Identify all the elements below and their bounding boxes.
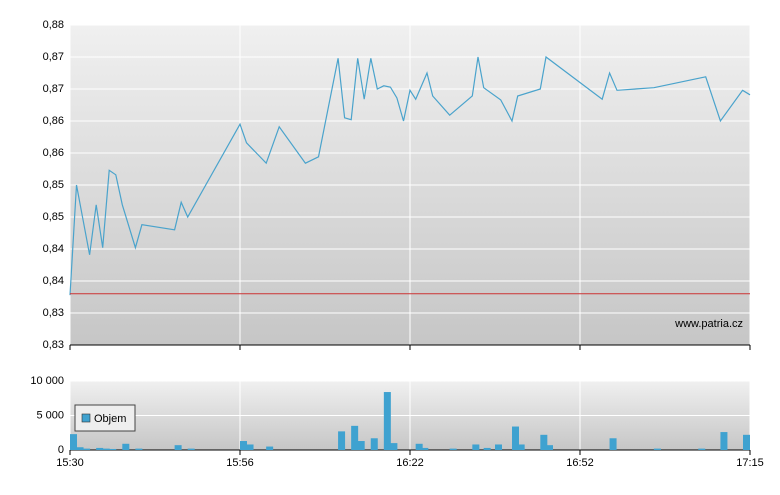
volume-bar — [351, 425, 359, 450]
y-tick-label: 5 000 — [36, 409, 64, 421]
volume-bar — [415, 443, 423, 450]
volume-bar — [698, 448, 706, 450]
volume-bar — [240, 441, 247, 450]
volume-bar — [743, 434, 750, 450]
volume-bar — [122, 443, 130, 450]
volume-bar — [370, 438, 378, 450]
volume-bar — [540, 434, 548, 450]
volume-bar — [135, 448, 143, 450]
volume-bar — [109, 448, 117, 450]
volume-bar — [266, 446, 274, 450]
volume-bar — [70, 434, 77, 450]
volume-bar — [246, 444, 254, 450]
y-tick-label: 0,83 — [43, 339, 64, 351]
volume-bar — [83, 448, 91, 450]
volume-bar — [483, 447, 491, 450]
volume-bar — [383, 392, 391, 450]
y-tick-label: 0,86 — [43, 147, 64, 159]
volume-bar — [76, 447, 84, 450]
legend-swatch — [81, 413, 91, 423]
volume-bar — [187, 448, 195, 450]
price-line — [69, 55, 751, 296]
volume-bar — [338, 431, 346, 450]
volume-bar — [720, 432, 728, 450]
x-tick-label: 15:56 — [226, 457, 254, 469]
volume-bar — [512, 426, 519, 450]
volume-bar — [495, 444, 502, 450]
volume-bar — [517, 444, 525, 450]
x-tick-label: 16:52 — [566, 457, 594, 469]
volume-bar — [421, 447, 429, 450]
y-tick-label: 0,86 — [43, 115, 64, 127]
x-tick-label: 16:22 — [396, 457, 424, 469]
y-tick-label: 0,84 — [43, 275, 64, 287]
x-tick-label: 17:15 — [736, 457, 764, 469]
volume-bar — [546, 445, 553, 450]
volume-bar — [653, 448, 661, 450]
y-tick-label: 0,83 — [43, 307, 64, 319]
volume-bar — [357, 441, 365, 450]
y-tick-label: 0,85 — [43, 179, 64, 191]
y-tick-label: 10 000 — [30, 375, 64, 387]
volume-bar — [472, 444, 480, 450]
watermark: www.patria.cz — [674, 318, 743, 330]
legend-label: Objem — [94, 413, 126, 425]
volume-bar — [390, 443, 398, 450]
volume-bar — [102, 448, 110, 450]
y-tick-label: 0,84 — [43, 243, 64, 255]
volume-bar — [609, 438, 617, 450]
x-tick-label: 15:30 — [56, 457, 84, 469]
volume-bar — [449, 448, 457, 450]
y-tick-label: 0,87 — [43, 51, 64, 63]
y-tick-label: 0 — [58, 444, 64, 456]
y-tick-label: 0,88 — [43, 19, 64, 31]
volume-bar — [96, 447, 104, 450]
y-tick-label: 0,85 — [43, 211, 64, 223]
volume-bar — [174, 445, 182, 450]
y-tick-label: 0,87 — [43, 83, 64, 95]
